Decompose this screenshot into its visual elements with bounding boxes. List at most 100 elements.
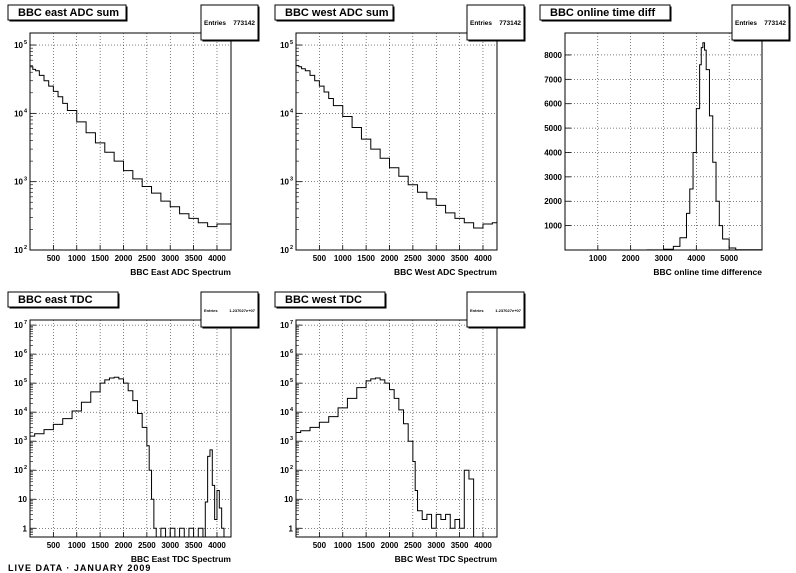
chart-title: BBC east ADC sum xyxy=(18,7,119,19)
x-axis-label: BBC West TDC Spectrum xyxy=(395,554,498,564)
y-tick-label: 10 xyxy=(14,466,23,475)
y-tick-exponent: 3 xyxy=(24,177,27,183)
x-tick-label: 3500 xyxy=(451,254,469,263)
y-tick-label: 1 xyxy=(23,524,28,533)
chart-title: BBC east TDC xyxy=(18,294,93,306)
stats-entries-label: Entries xyxy=(204,20,226,27)
y-tick-exponent: 5 xyxy=(290,378,293,384)
y-tick-label: 1000 xyxy=(544,222,562,231)
stats-entries-label: Entries xyxy=(470,20,492,27)
x-tick-label: 4000 xyxy=(474,254,492,263)
y-tick-exponent: 3 xyxy=(290,177,293,183)
y-tick-label: 10 xyxy=(14,41,23,50)
y-tick-exponent: 7 xyxy=(290,320,293,326)
y-tick-label: 10 xyxy=(14,109,23,118)
y-tick-exponent: 2 xyxy=(290,245,293,251)
y-tick-label: 10 xyxy=(14,246,23,255)
x-tick-label: 4000 xyxy=(208,254,226,263)
y-tick-exponent: 5 xyxy=(24,40,27,46)
x-tick-label: 3000 xyxy=(427,541,445,550)
y-tick-exponent: 4 xyxy=(24,108,28,114)
y-tick-label: 10 xyxy=(14,379,23,388)
y-tick-label: 10 xyxy=(280,408,289,417)
stats-entries-label: Entries xyxy=(204,308,218,313)
x-tick-label: 2500 xyxy=(138,254,156,263)
y-tick-exponent: 2 xyxy=(24,465,27,471)
x-tick-label: 3000 xyxy=(161,541,179,550)
x-tick-label: 2500 xyxy=(404,541,422,550)
x-tick-label: 1000 xyxy=(334,254,352,263)
plot-frame xyxy=(30,33,231,250)
x-tick-label: 500 xyxy=(47,541,61,550)
y-tick-label: 10 xyxy=(14,178,23,187)
x-tick-label: 1500 xyxy=(357,254,375,263)
y-tick-label: 10 xyxy=(280,466,289,475)
y-tick-label: 7000 xyxy=(544,75,562,84)
x-tick-label: 2000 xyxy=(115,254,133,263)
y-tick-exponent: 3 xyxy=(24,436,27,442)
y-tick-label: 5000 xyxy=(544,124,562,133)
y-tick-exponent: 4 xyxy=(24,407,28,413)
x-tick-label: 2000 xyxy=(381,541,399,550)
x-tick-label: 1000 xyxy=(68,254,86,263)
y-tick-label: 1 xyxy=(289,524,294,533)
x-tick-label: 4000 xyxy=(208,541,226,550)
y-tick-label: 10 xyxy=(280,109,289,118)
y-tick-exponent: 4 xyxy=(290,407,294,413)
x-tick-label: 1000 xyxy=(68,541,86,550)
x-axis-label: BBC online time difference xyxy=(653,267,762,277)
y-tick-exponent: 7 xyxy=(24,320,27,326)
stats-entries-value: 1.237027e+07 xyxy=(229,308,255,313)
x-tick-label: 500 xyxy=(313,541,327,550)
x-axis-label: BBC West ADC Spectrum xyxy=(394,267,497,277)
y-tick-exponent: 4 xyxy=(290,108,294,114)
y-tick-label: 4000 xyxy=(544,148,562,157)
x-tick-label: 1000 xyxy=(589,254,607,263)
y-tick-label: 10 xyxy=(280,41,289,50)
x-tick-label: 3500 xyxy=(451,541,469,550)
y-tick-label: 8000 xyxy=(544,51,562,60)
y-tick-exponent: 5 xyxy=(290,40,293,46)
x-tick-label: 2000 xyxy=(622,254,640,263)
x-tick-label: 2000 xyxy=(115,541,133,550)
y-tick-exponent: 2 xyxy=(24,245,27,251)
y-tick-exponent: 3 xyxy=(290,436,293,442)
x-tick-label: 3500 xyxy=(185,254,203,263)
x-tick-label: 500 xyxy=(313,254,327,263)
x-tick-label: 1500 xyxy=(357,541,375,550)
x-tick-label: 3000 xyxy=(427,254,445,263)
stats-entries-value: 773142 xyxy=(764,20,786,27)
y-tick-label: 10 xyxy=(280,246,289,255)
y-tick-exponent: 5 xyxy=(24,378,27,384)
stats-entries-label: Entries xyxy=(470,308,484,313)
x-axis-label: BBC East ADC Spectrum xyxy=(130,267,231,277)
x-tick-label: 1500 xyxy=(91,541,109,550)
x-tick-label: 5000 xyxy=(720,254,738,263)
plot-frame xyxy=(296,320,497,537)
x-tick-label: 3000 xyxy=(161,254,179,263)
y-tick-label: 10 xyxy=(284,495,293,504)
y-tick-label: 10 xyxy=(18,495,27,504)
y-tick-label: 2000 xyxy=(544,197,562,206)
x-tick-label: 3000 xyxy=(655,254,673,263)
y-tick-exponent: 6 xyxy=(290,349,293,355)
stats-entries-label: Entries xyxy=(735,20,757,27)
x-tick-label: 4000 xyxy=(687,254,705,263)
chart-title: BBC online time diff xyxy=(550,7,655,19)
x-tick-label: 2500 xyxy=(404,254,422,263)
x-tick-label: 2500 xyxy=(138,541,156,550)
plot-frame xyxy=(30,320,231,537)
x-tick-label: 2000 xyxy=(381,254,399,263)
y-tick-label: 10 xyxy=(280,350,289,359)
chart-title: BBC west TDC xyxy=(285,294,362,306)
y-tick-label: 10 xyxy=(280,321,289,330)
y-tick-label: 10 xyxy=(14,321,23,330)
y-tick-label: 10 xyxy=(14,350,23,359)
y-tick-label: 10 xyxy=(280,178,289,187)
